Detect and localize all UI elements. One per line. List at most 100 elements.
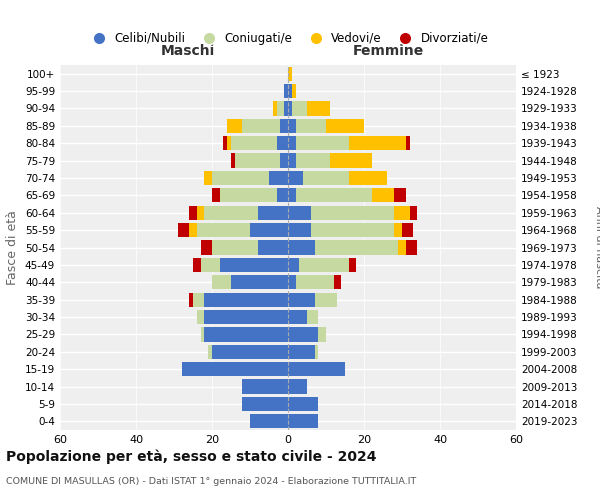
Bar xyxy=(212,344,288,359)
Bar xyxy=(296,154,330,168)
Bar xyxy=(292,102,307,116)
Bar xyxy=(288,362,345,376)
Bar xyxy=(212,188,220,202)
Bar xyxy=(303,171,349,185)
Bar xyxy=(311,223,394,237)
Bar xyxy=(299,258,349,272)
Bar xyxy=(205,206,257,220)
Bar xyxy=(200,240,212,254)
Bar xyxy=(269,171,288,185)
Bar xyxy=(288,171,303,185)
Bar xyxy=(257,206,288,220)
Bar xyxy=(200,328,205,342)
Bar xyxy=(398,240,406,254)
Bar xyxy=(410,206,417,220)
Bar xyxy=(280,118,288,133)
Bar xyxy=(277,136,288,150)
Bar xyxy=(296,275,334,289)
Bar xyxy=(197,206,205,220)
Bar xyxy=(280,154,288,168)
Bar xyxy=(193,292,205,307)
Bar xyxy=(220,188,277,202)
Bar xyxy=(231,154,235,168)
Bar xyxy=(288,188,296,202)
Legend: Celibi/Nubili, Coniugati/e, Vedovi/e, Divorziati/e: Celibi/Nubili, Coniugati/e, Vedovi/e, Di… xyxy=(83,27,493,50)
Bar xyxy=(189,292,193,307)
Bar xyxy=(292,84,296,98)
Bar xyxy=(288,292,314,307)
Bar xyxy=(349,136,406,150)
Bar xyxy=(288,136,296,150)
Bar xyxy=(242,118,280,133)
Bar xyxy=(197,310,205,324)
Bar xyxy=(288,118,296,133)
Bar xyxy=(349,258,356,272)
Bar xyxy=(288,397,319,411)
Y-axis label: Anni di nascita: Anni di nascita xyxy=(594,206,600,289)
Bar xyxy=(288,380,307,394)
Bar xyxy=(402,223,413,237)
Bar xyxy=(227,136,231,150)
Bar xyxy=(394,188,406,202)
Bar xyxy=(288,154,296,168)
Text: Popolazione per età, sesso e stato civile - 2024: Popolazione per età, sesso e stato civil… xyxy=(6,450,377,464)
Bar xyxy=(205,328,288,342)
Bar xyxy=(330,154,371,168)
Bar xyxy=(307,310,319,324)
Bar xyxy=(273,102,277,116)
Y-axis label: Fasce di età: Fasce di età xyxy=(7,210,19,285)
Bar xyxy=(231,275,288,289)
Bar xyxy=(182,362,288,376)
Bar xyxy=(235,154,280,168)
Bar xyxy=(288,310,307,324)
Bar xyxy=(296,136,349,150)
Bar xyxy=(288,84,292,98)
Bar xyxy=(288,66,292,81)
Bar xyxy=(257,240,288,254)
Bar xyxy=(296,188,371,202)
Bar xyxy=(394,206,410,220)
Text: COMUNE DI MASULLAS (OR) - Dati ISTAT 1° gennaio 2024 - Elaborazione TUTTITALIA.I: COMUNE DI MASULLAS (OR) - Dati ISTAT 1° … xyxy=(6,478,416,486)
Bar xyxy=(288,258,299,272)
Bar xyxy=(319,328,326,342)
Text: Maschi: Maschi xyxy=(161,44,215,58)
Bar xyxy=(200,258,220,272)
Bar xyxy=(250,223,288,237)
Bar xyxy=(371,188,394,202)
Bar xyxy=(189,206,197,220)
Bar xyxy=(314,240,398,254)
Bar xyxy=(349,171,387,185)
Bar xyxy=(406,136,410,150)
Bar xyxy=(311,206,394,220)
Bar xyxy=(288,102,292,116)
Bar xyxy=(288,240,314,254)
Bar xyxy=(284,102,288,116)
Bar xyxy=(208,344,212,359)
Bar xyxy=(288,223,311,237)
Bar xyxy=(288,328,319,342)
Bar xyxy=(205,171,212,185)
Bar xyxy=(277,188,288,202)
Bar xyxy=(223,136,227,150)
Bar xyxy=(227,118,242,133)
Bar xyxy=(288,206,311,220)
Bar xyxy=(277,102,284,116)
Bar xyxy=(394,223,402,237)
Bar xyxy=(296,118,326,133)
Bar xyxy=(326,118,364,133)
Bar xyxy=(242,380,288,394)
Bar xyxy=(189,223,197,237)
Bar xyxy=(205,310,288,324)
Bar xyxy=(288,344,314,359)
Bar xyxy=(220,258,288,272)
Text: Femmine: Femmine xyxy=(353,44,424,58)
Bar xyxy=(212,171,269,185)
Bar xyxy=(197,223,250,237)
Bar xyxy=(406,240,417,254)
Bar xyxy=(284,84,288,98)
Bar xyxy=(334,275,341,289)
Bar xyxy=(314,344,319,359)
Bar xyxy=(307,102,330,116)
Bar xyxy=(231,136,277,150)
Bar xyxy=(288,275,296,289)
